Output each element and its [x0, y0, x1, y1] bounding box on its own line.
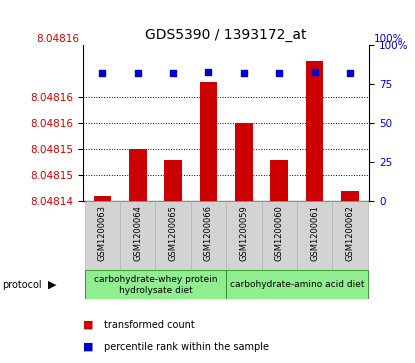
- Text: ■: ■: [83, 320, 93, 330]
- Point: [134, 70, 141, 76]
- Bar: [332, 201, 368, 270]
- Text: protocol: protocol: [2, 280, 42, 290]
- Text: transformed count: transformed count: [104, 320, 195, 330]
- Bar: [156, 201, 191, 270]
- Title: GDS5390 / 1393172_at: GDS5390 / 1393172_at: [145, 28, 307, 42]
- Text: GSM1200064: GSM1200064: [133, 205, 142, 261]
- Text: 100%: 100%: [374, 33, 403, 44]
- Bar: [200, 82, 217, 201]
- Text: GSM1200066: GSM1200066: [204, 205, 213, 261]
- Bar: [164, 160, 182, 201]
- Bar: [226, 201, 261, 270]
- Bar: [270, 160, 288, 201]
- Text: percentile rank within the sample: percentile rank within the sample: [104, 342, 269, 352]
- Text: carbohydrate-amino acid diet: carbohydrate-amino acid diet: [229, 281, 364, 289]
- Text: GSM1200060: GSM1200060: [275, 205, 284, 261]
- Bar: [306, 61, 323, 201]
- Bar: [235, 123, 253, 201]
- Text: carbohydrate-whey protein
hydrolysate diet: carbohydrate-whey protein hydrolysate di…: [94, 275, 217, 295]
- Text: ▶: ▶: [48, 280, 56, 290]
- Point: [99, 70, 106, 76]
- Bar: [341, 191, 359, 201]
- Text: GSM1200059: GSM1200059: [239, 205, 248, 261]
- Bar: [191, 201, 226, 270]
- Bar: [226, 270, 368, 299]
- Bar: [120, 201, 156, 270]
- Bar: [85, 201, 120, 270]
- Point: [347, 70, 353, 76]
- Text: GSM1200063: GSM1200063: [98, 205, 107, 261]
- Bar: [94, 196, 111, 201]
- Text: GSM1200065: GSM1200065: [168, 205, 178, 261]
- Point: [241, 70, 247, 76]
- Bar: [261, 201, 297, 270]
- Point: [276, 70, 283, 76]
- Point: [170, 70, 176, 76]
- Text: ■: ■: [83, 342, 93, 352]
- Bar: [297, 201, 332, 270]
- Point: [205, 69, 212, 75]
- Text: GSM1200061: GSM1200061: [310, 205, 319, 261]
- Bar: [129, 150, 146, 201]
- Text: 8.04816: 8.04816: [36, 33, 79, 44]
- Point: [311, 69, 318, 75]
- Text: GSM1200062: GSM1200062: [345, 205, 354, 261]
- Bar: [85, 270, 226, 299]
